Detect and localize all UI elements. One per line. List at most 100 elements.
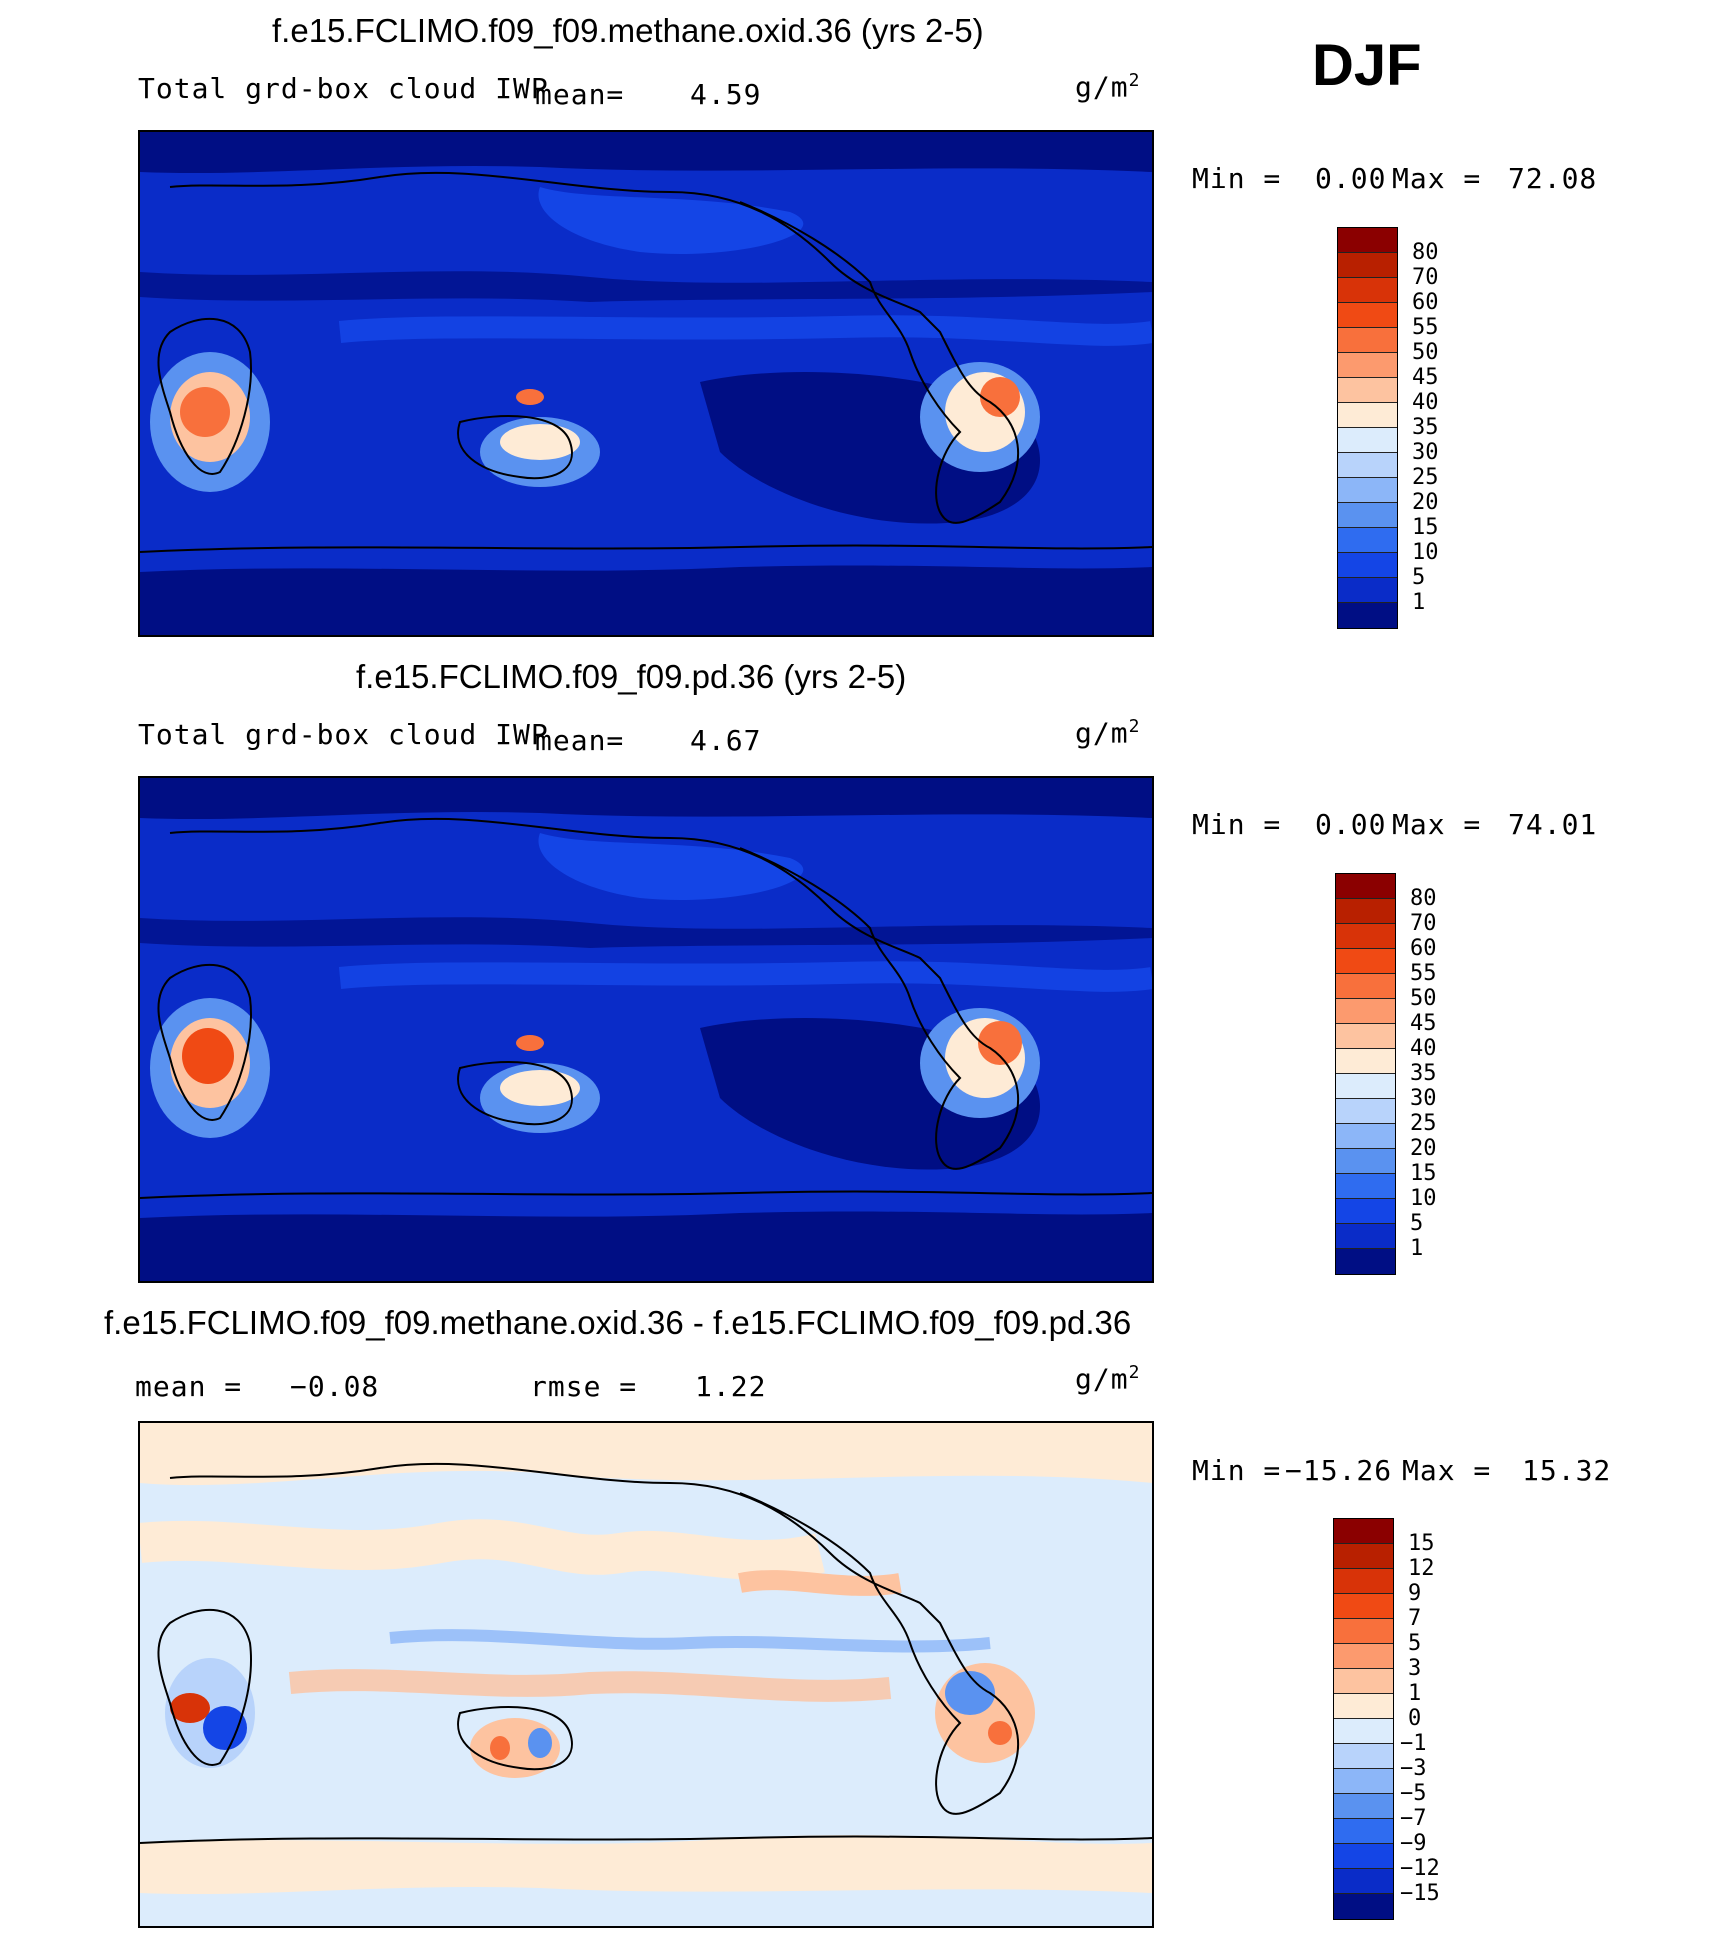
panel2-variable: Total grd-box cloud IWP (138, 718, 549, 751)
panel1-title: f.e15.FCLIMO.f09_f09.methane.oxid.36 (yr… (272, 12, 984, 49)
colorbar-cell (1338, 603, 1397, 628)
colorbar-cell (1338, 303, 1397, 328)
panel2-colorbar (1335, 873, 1396, 1275)
colorbar-tick-label: 30 (1412, 440, 1439, 465)
colorbar-tick-label: 5 (1410, 1211, 1424, 1236)
colorbar-tick-label: 5 (1412, 565, 1426, 590)
colorbar-tick-label: 25 (1412, 465, 1439, 490)
colorbar-tick-label: 45 (1412, 365, 1439, 390)
panel1-min-label: Min = (1192, 162, 1282, 195)
colorbar-cell (1336, 1174, 1395, 1199)
colorbar-cell (1338, 503, 1397, 528)
panel3-min-label: Min = (1192, 1454, 1282, 1487)
colorbar-tick-label: 60 (1410, 936, 1437, 961)
panel1-colorbar (1337, 227, 1398, 629)
colorbar-tick-label: 50 (1410, 986, 1437, 1011)
colorbar-cell (1338, 353, 1397, 378)
colorbar-cell (1336, 999, 1395, 1024)
panel1-map (138, 130, 1154, 637)
colorbar-cell (1336, 1224, 1395, 1249)
colorbar-cell (1334, 1694, 1393, 1719)
panel2-min-label: Min = (1192, 808, 1282, 841)
colorbar-cell (1338, 278, 1397, 303)
colorbar-tick-label: 70 (1410, 911, 1437, 936)
colorbar-cell (1338, 253, 1397, 278)
colorbar-tick-label: 0 (1408, 1706, 1422, 1731)
colorbar-cell (1334, 1619, 1393, 1644)
colorbar-cell (1338, 328, 1397, 353)
colorbar-cell (1336, 924, 1395, 949)
colorbar-cell (1338, 428, 1397, 453)
colorbar-cell (1338, 553, 1397, 578)
colorbar-tick-label: 40 (1412, 390, 1439, 415)
colorbar-tick-label: −7 (1400, 1806, 1427, 1831)
season-label: DJF (1312, 33, 1422, 98)
colorbar-cell (1334, 1544, 1393, 1569)
colorbar-cell (1334, 1869, 1393, 1894)
colorbar-tick-label: 5 (1408, 1631, 1422, 1656)
colorbar-cell (1338, 453, 1397, 478)
colorbar-tick-label: 80 (1412, 240, 1439, 265)
colorbar-cell (1334, 1719, 1393, 1744)
panel2-title: f.e15.FCLIMO.f09_f09.pd.36 (yrs 2-5) (356, 658, 907, 695)
colorbar-cell (1334, 1819, 1393, 1844)
colorbar-tick-label: 45 (1410, 1011, 1437, 1036)
colorbar-tick-label: 10 (1412, 540, 1439, 565)
panel3-title: f.e15.FCLIMO.f09_f09.methane.oxid.36 - f… (104, 1304, 1132, 1341)
colorbar-cell (1336, 1074, 1395, 1099)
panel1-unit: g/m2 (1075, 70, 1141, 104)
panel1-mean-label: mean= (535, 78, 625, 111)
colorbar-cell (1334, 1594, 1393, 1619)
colorbar-tick-label: 15 (1412, 515, 1439, 540)
colorbar-tick-label: 9 (1408, 1581, 1422, 1606)
colorbar-cell (1338, 478, 1397, 503)
colorbar-cell (1334, 1519, 1393, 1544)
colorbar-tick-label: 7 (1408, 1606, 1422, 1631)
panel3-mean-label: mean = (135, 1370, 243, 1403)
colorbar-tick-label: −15 (1400, 1881, 1440, 1906)
panel2-mean-label: mean= (535, 724, 625, 757)
panel2-max-label: Max = (1392, 808, 1482, 841)
panel3-max-label: Max = (1402, 1454, 1492, 1487)
colorbar-cell (1338, 378, 1397, 403)
colorbar-cell (1334, 1669, 1393, 1694)
panel3-mean-value: −0.08 (290, 1370, 380, 1403)
panel1-mean-value: 4.59 (690, 78, 762, 111)
colorbar-tick-label: 10 (1410, 1186, 1437, 1211)
colorbar-cell (1336, 1099, 1395, 1124)
colorbar-cell (1334, 1769, 1393, 1794)
colorbar-tick-label: 3 (1408, 1656, 1422, 1681)
panel3-rmse-value: 1.22 (695, 1370, 767, 1403)
panel2-map (138, 776, 1154, 1283)
colorbar-tick-label: −9 (1400, 1831, 1427, 1856)
colorbar-cell (1336, 874, 1395, 899)
colorbar-cell (1336, 1049, 1395, 1074)
colorbar-tick-label: −12 (1400, 1856, 1440, 1881)
colorbar-cell (1336, 974, 1395, 999)
colorbar-tick-label: 80 (1410, 886, 1437, 911)
colorbar-cell (1336, 1249, 1395, 1274)
colorbar-cell (1334, 1744, 1393, 1769)
colorbar-tick-label: 15 (1410, 1161, 1437, 1186)
colorbar-tick-label: 15 (1408, 1531, 1435, 1556)
colorbar-tick-label: 20 (1410, 1136, 1437, 1161)
panel2-min-value: 0.00 (1315, 808, 1387, 841)
colorbar-tick-label: 12 (1408, 1556, 1435, 1581)
colorbar-tick-label: 1 (1412, 590, 1426, 615)
colorbar-cell (1338, 578, 1397, 603)
colorbar-tick-label: 70 (1412, 265, 1439, 290)
colorbar-cell (1336, 1149, 1395, 1174)
colorbar-tick-label: −5 (1400, 1781, 1427, 1806)
panel1-max-value: 72.08 (1508, 162, 1598, 195)
colorbar-cell (1334, 1569, 1393, 1594)
panel3-rmse-label: rmse = (530, 1370, 638, 1403)
colorbar-tick-label: 55 (1410, 961, 1437, 986)
colorbar-tick-label: −3 (1400, 1756, 1427, 1781)
panel3-min-value: −15.26 (1285, 1454, 1393, 1487)
panel2-mean-value: 4.67 (690, 724, 762, 757)
colorbar-tick-label: −1 (1400, 1731, 1427, 1756)
panel1-variable: Total grd-box cloud IWP (138, 72, 549, 105)
panel3-map (138, 1421, 1154, 1928)
colorbar-cell (1336, 1024, 1395, 1049)
colorbar-cell (1338, 528, 1397, 553)
